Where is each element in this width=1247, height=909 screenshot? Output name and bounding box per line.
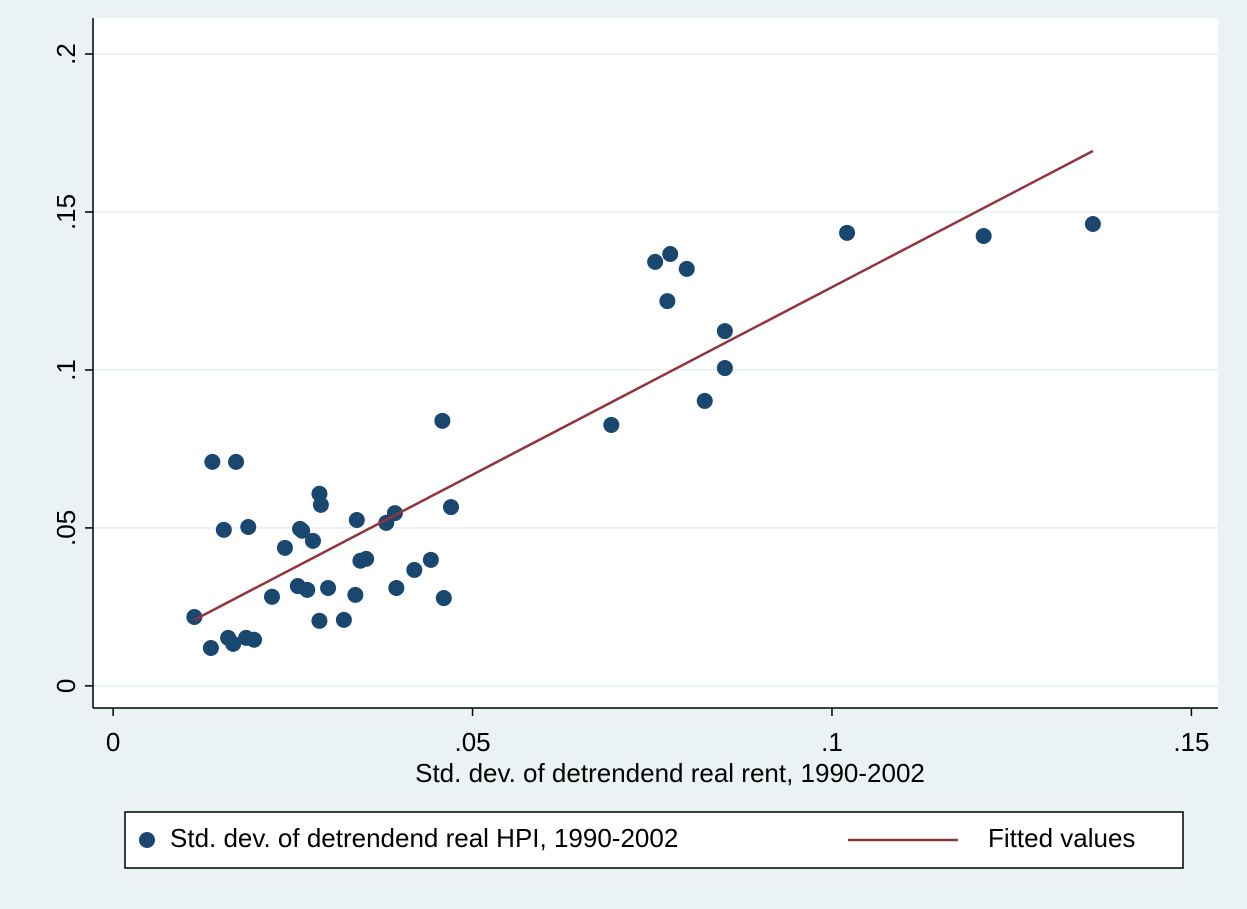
y-tick-label: .2 <box>51 43 81 65</box>
point <box>435 590 452 607</box>
point <box>662 246 679 263</box>
point <box>696 392 713 409</box>
point <box>320 579 337 596</box>
point <box>202 639 219 656</box>
point <box>603 416 620 433</box>
x-tick-label: .1 <box>821 727 843 757</box>
x-tick-label: .05 <box>454 727 490 757</box>
point <box>246 631 263 648</box>
point <box>442 499 459 516</box>
point <box>388 579 405 596</box>
point <box>240 518 257 535</box>
point <box>204 453 221 470</box>
point <box>975 227 992 244</box>
point <box>263 588 280 605</box>
y-tick-label: .1 <box>51 359 81 381</box>
point <box>1084 215 1101 232</box>
point <box>348 512 365 529</box>
point <box>678 260 695 277</box>
point <box>294 522 311 539</box>
point <box>422 551 439 568</box>
point <box>312 496 329 513</box>
point <box>716 360 733 377</box>
point <box>335 611 352 628</box>
y-tick-label: .15 <box>51 194 81 230</box>
point <box>186 609 203 626</box>
point <box>647 253 664 270</box>
x-tick-label: 0 <box>106 727 120 757</box>
x-tick-label: .15 <box>1173 727 1209 757</box>
point <box>347 586 364 603</box>
legend-marker <box>139 832 155 848</box>
point <box>228 453 245 470</box>
point <box>304 532 321 549</box>
point <box>299 581 316 598</box>
fit-line <box>193 149 1094 621</box>
legend-label: Fitted values <box>988 823 1135 853</box>
point <box>311 612 328 629</box>
point <box>276 539 293 556</box>
point <box>358 550 375 567</box>
plot-area <box>93 18 1218 708</box>
point <box>215 521 232 538</box>
point <box>434 412 451 429</box>
point <box>225 635 242 652</box>
point <box>406 561 423 578</box>
y-tick-label: 0 <box>51 679 81 693</box>
legend <box>124 811 1184 869</box>
point <box>839 224 856 241</box>
legend-label: Std. dev. of detrendend real HPI, 1990-2… <box>170 823 678 853</box>
y-tick-label: .05 <box>51 510 81 546</box>
x-axis-title: Std. dev. of detrendend real rent, 1990-… <box>415 758 925 788</box>
point <box>716 323 733 340</box>
point <box>659 293 676 310</box>
